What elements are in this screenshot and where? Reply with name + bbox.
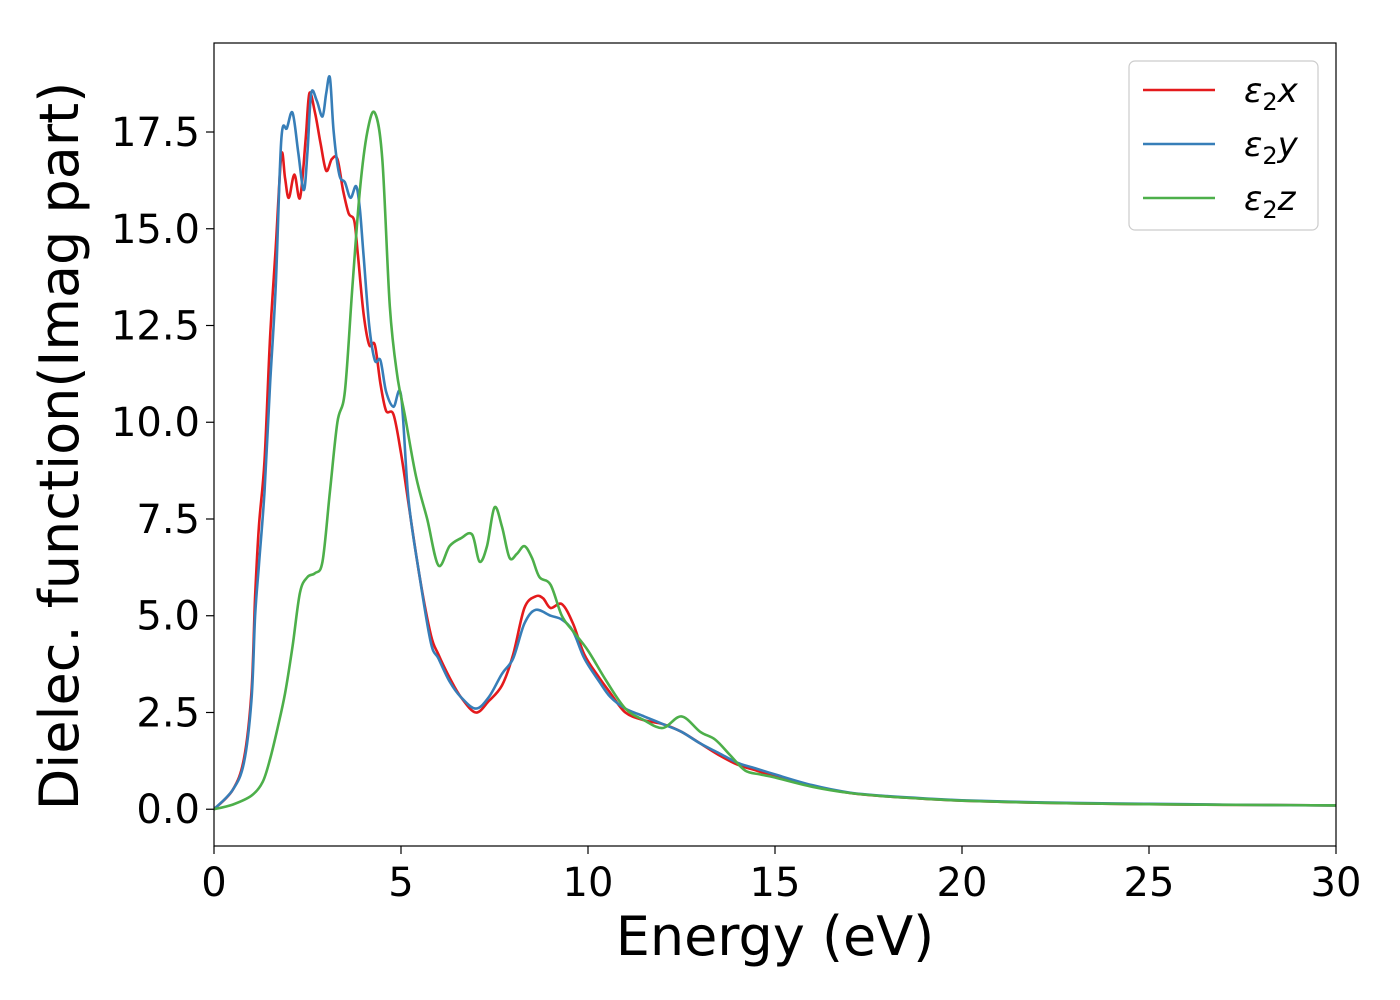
x-tick-label: 0: [201, 860, 226, 906]
y-tick-label: 2.5: [136, 690, 200, 736]
legend-box: [1128, 60, 1319, 231]
y-axis-ticks: 0.0 2.5 5.0 7.5 10.0 12.5 15.0 17.5: [111, 110, 214, 833]
y-tick-label: 15.0: [111, 207, 200, 253]
x-axis-label: Energy (eV): [616, 905, 935, 968]
y-tick-label: 12.5: [111, 304, 200, 350]
legend-label-y: ε2y: [1244, 125, 1299, 170]
series-line-y: [214, 75, 1336, 811]
legend: ε2x ε2y ε2z: [1128, 60, 1319, 231]
y-tick-label: 17.5: [111, 110, 200, 156]
legend-label-z: ε2z: [1244, 179, 1297, 224]
legend-label-x: ε2x: [1244, 71, 1299, 116]
y-tick-label: 5.0: [136, 594, 200, 640]
series-lines: [214, 75, 1336, 811]
x-tick-label: 15: [750, 860, 801, 906]
x-axis-ticks: 0 5 10 15 20 25 30: [201, 846, 1361, 906]
x-tick-label: 10: [563, 860, 614, 906]
y-tick-label: 0.0: [136, 787, 200, 833]
y-tick-label: 10.0: [111, 400, 200, 446]
x-tick-label: 25: [1124, 860, 1175, 906]
y-tick-label: 7.5: [136, 497, 200, 543]
x-tick-label: 5: [388, 860, 413, 906]
x-tick-label: 20: [937, 860, 988, 906]
series-line-z: [214, 110, 1336, 811]
y-axis-label: Dielec. function(Imag part): [28, 82, 91, 811]
x-tick-label: 30: [1311, 860, 1362, 906]
series-line-x: [214, 91, 1336, 811]
